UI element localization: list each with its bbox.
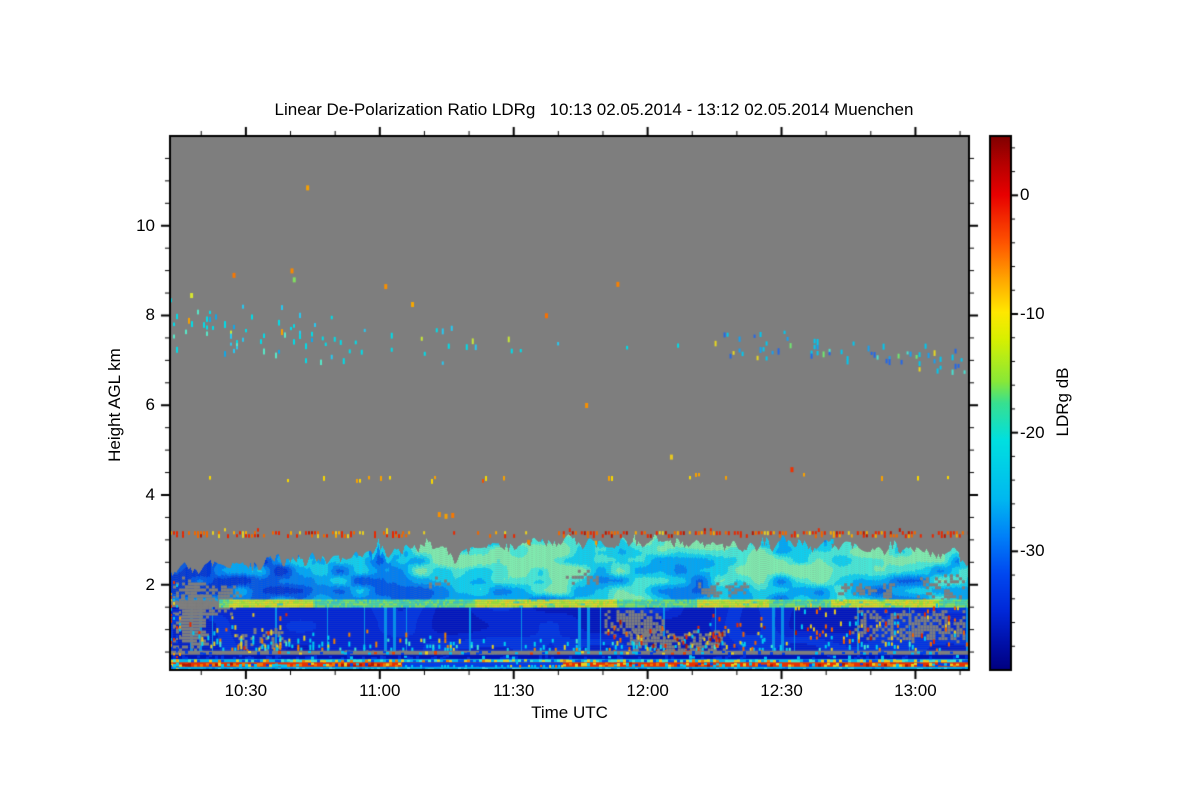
x-tick-label: 10:30 — [224, 681, 268, 700]
y-tick-label: 6 — [145, 395, 155, 415]
colorbar-tick-label: -20 — [1020, 422, 1045, 442]
colorbar-tick-label: 0 — [1020, 185, 1030, 205]
x-tick-label: 11:00 — [359, 681, 401, 700]
colorbar-tick-label: -30 — [1020, 541, 1045, 561]
x-tick-label: 12:00 — [626, 681, 669, 700]
x-tick-label: 13:00 — [894, 681, 937, 700]
chart-title: Linear De-Polarization Ratio LDRg 10:13 … — [274, 100, 914, 119]
colorbar-tick-label: -10 — [1020, 304, 1045, 323]
y-tick-label: 10 — [136, 215, 155, 235]
x-axis-label: Time UTC — [531, 703, 608, 722]
y-tick-label: 8 — [145, 305, 155, 325]
x-tick-label: 12:30 — [760, 681, 803, 700]
y-tick-label: 4 — [145, 484, 155, 504]
y-tick-label: 2 — [145, 574, 155, 594]
x-tick-label: 11:30 — [493, 681, 535, 700]
